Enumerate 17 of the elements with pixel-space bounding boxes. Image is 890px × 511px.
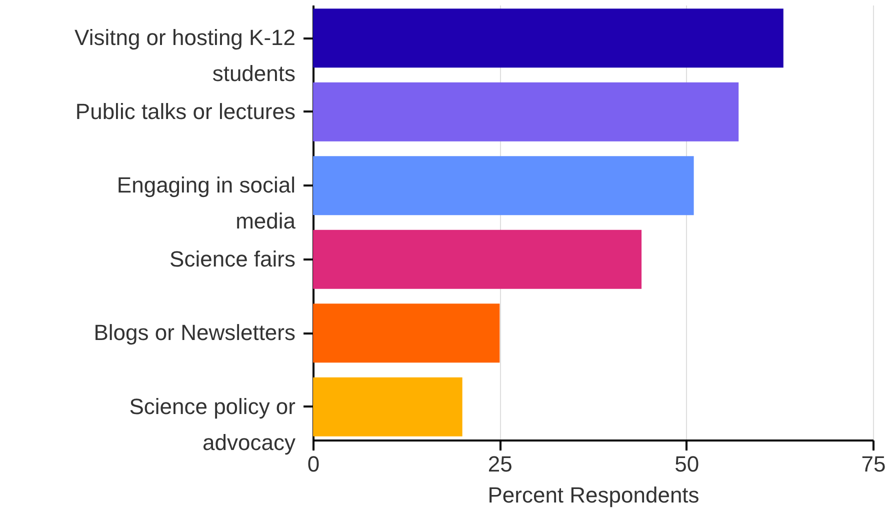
bar xyxy=(313,8,784,68)
y-tick-label: Public talks or lectures xyxy=(75,98,296,124)
bar xyxy=(313,156,694,216)
y-tick-label: Engaging in social media xyxy=(116,172,296,234)
x-tick-label: 50 xyxy=(674,452,700,476)
y-tick-label: Science fairs xyxy=(170,246,296,272)
y-tick-label: Science policy or advocacy xyxy=(129,394,296,455)
x-tick-label: 25 xyxy=(488,452,512,476)
bar xyxy=(313,304,500,363)
x-tick-label: 75 xyxy=(861,452,886,476)
y-tick-label: Blogs or Newsletters xyxy=(94,320,296,346)
x-tick-label: 0 xyxy=(307,452,320,476)
bar xyxy=(313,230,642,289)
x-axis-title: Percent Respondents xyxy=(488,482,700,508)
bar xyxy=(313,82,739,142)
bar xyxy=(313,377,462,436)
y-tick-label: Visitng or hosting K-12 students xyxy=(74,25,296,86)
